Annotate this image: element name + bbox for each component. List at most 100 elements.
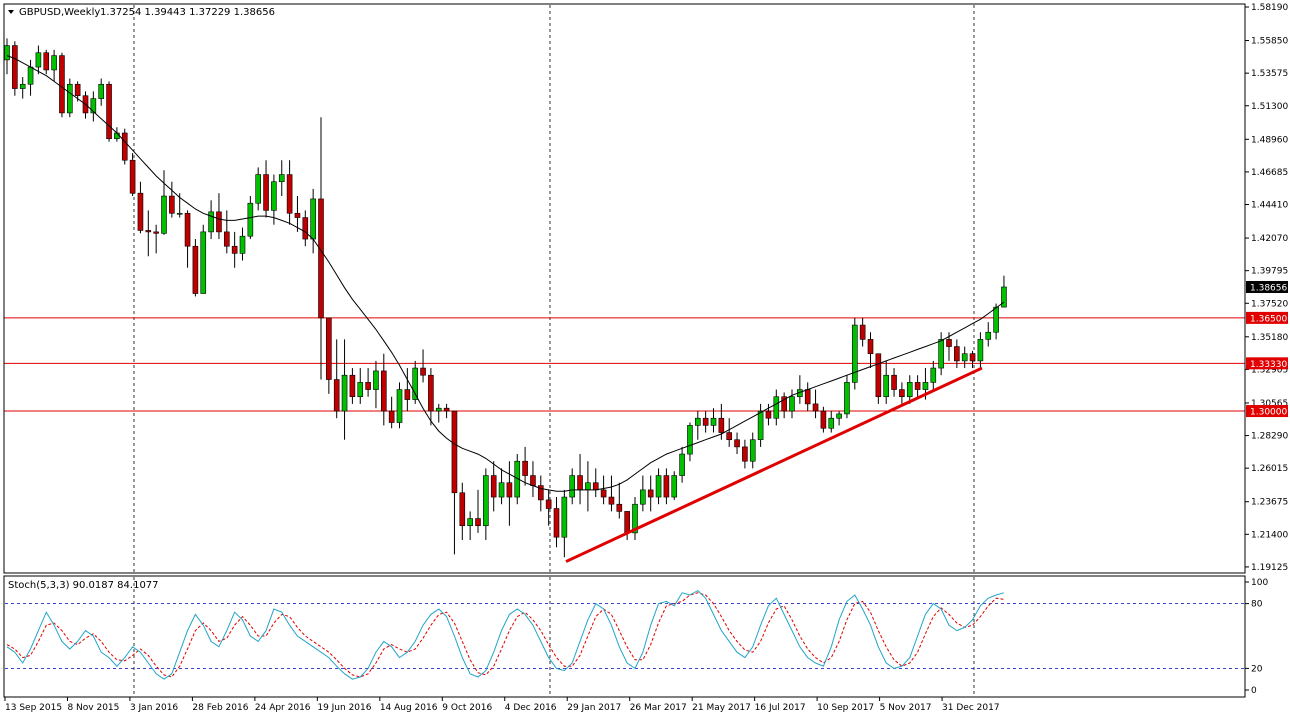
price-axis: 1.58190 1.55850 1.53575 1.51300 1.48960 1.466… — [1245, 3, 1288, 573]
candle-body — [632, 503, 638, 534]
level-tag-label: 1.36500 — [1250, 314, 1287, 324]
candle-body — [192, 245, 199, 294]
candle-body — [553, 508, 560, 538]
candle-body — [333, 379, 340, 412]
candle-body — [702, 417, 709, 426]
date-tick-label: 26 Mar 2017 — [630, 703, 687, 713]
candle-body — [365, 382, 371, 390]
candle-body — [938, 339, 944, 369]
candle-body — [12, 45, 18, 89]
current-price-label: 1.38656 — [1250, 283, 1287, 293]
level-tag-label: 1.30000 — [1250, 408, 1287, 418]
candle-body — [545, 499, 552, 509]
symbol-label: GBPUSD,Weekly — [19, 7, 100, 18]
candle-body — [914, 382, 921, 390]
candle-body — [255, 174, 261, 204]
candle-body — [891, 374, 897, 390]
price-tick-label: 1.58190 — [1251, 3, 1288, 13]
candle-body — [224, 231, 230, 247]
candle-body — [781, 396, 787, 412]
stoch-label: Stoch(5,3,3) 90.0187 84.1077 — [8, 580, 159, 591]
level-tag — [1246, 357, 1288, 370]
candle-body — [388, 410, 395, 423]
candle-body — [121, 132, 128, 161]
date-tick-label: 8 Nov 2015 — [67, 703, 119, 713]
date-tick-label: 21 May 2017 — [692, 703, 751, 713]
candle-body — [153, 231, 159, 234]
price-tick-label: 1.35180 — [1251, 333, 1288, 343]
candle-body — [443, 407, 450, 412]
stoch-tick-label: 0 — [1251, 686, 1257, 696]
current-price-tag — [1246, 280, 1288, 293]
candle-body — [404, 389, 411, 400]
candle-body — [569, 475, 576, 498]
price-tick-label: 1.39795 — [1251, 267, 1288, 277]
candle-body — [749, 439, 756, 462]
date-tick-label: 28 Feb 2016 — [192, 703, 248, 713]
candle-body — [875, 353, 882, 398]
price-tick-label: 1.48960 — [1251, 135, 1288, 145]
candle-body — [514, 460, 521, 498]
candle-body — [459, 492, 466, 527]
stoch-main-line — [6, 589, 1005, 680]
price-tick-label: 1.53575 — [1251, 69, 1288, 79]
price-tags: 1.36500 1.33330 1.30000 1.38656 — [1246, 280, 1288, 418]
candle-body — [655, 475, 662, 498]
price-tick-label: 1.30565 — [1251, 399, 1288, 409]
candle-body — [969, 353, 976, 362]
candle-body — [561, 496, 568, 538]
date-tick-label: 13 Sep 2015 — [5, 703, 62, 713]
chart-header: GBPUSD,Weekly 1.37254 1.39443 1.37229 1.… — [8, 7, 275, 18]
price-tick-label: 1.42070 — [1251, 234, 1288, 244]
candle-body — [820, 410, 827, 429]
level-tag — [1246, 311, 1288, 324]
date-tick-label: 10 Sep 2017 — [817, 703, 874, 713]
candle-body — [208, 211, 214, 233]
candle-body — [946, 339, 952, 347]
horizontal-levels — [4, 317, 1245, 412]
candle-body — [302, 217, 309, 240]
price-tick-label: 1.55850 — [1251, 37, 1288, 47]
candle-body — [710, 417, 717, 426]
date-tick-label: 24 Apr 2016 — [255, 703, 311, 713]
date-tick-label: 19 Jun 2016 — [317, 703, 371, 713]
price-tick-label: 1.46685 — [1251, 168, 1288, 178]
candle-body — [773, 396, 780, 419]
candle-body — [341, 374, 348, 412]
date-tick-label: 9 Oct 2016 — [442, 703, 492, 713]
candle-body — [647, 489, 654, 498]
candle-body — [216, 211, 222, 233]
candle-body — [137, 192, 144, 231]
candle-body — [993, 306, 999, 333]
stoch-signal-line — [6, 592, 1004, 678]
candle-body — [742, 446, 748, 462]
candle-body — [435, 407, 442, 412]
candle-body — [537, 485, 544, 501]
moving-average-line — [6, 55, 1005, 492]
candle-body — [490, 475, 497, 498]
candle-body — [867, 339, 874, 355]
candle-body — [961, 353, 968, 362]
candle-body — [828, 417, 835, 429]
candle-body — [67, 83, 73, 114]
date-tick-label: 5 Nov 2017 — [880, 703, 932, 713]
candle-body — [467, 518, 473, 527]
candle-body — [930, 367, 937, 383]
candle-body — [600, 489, 607, 498]
level-tag — [1246, 405, 1288, 418]
candle-body — [530, 475, 536, 486]
candle-body — [35, 52, 42, 68]
stoch-tick-label: 20 — [1251, 664, 1263, 674]
candle-body — [349, 374, 356, 398]
candle-body — [899, 389, 905, 398]
candle-body — [231, 245, 238, 254]
candle-body — [585, 482, 591, 491]
candle-body — [718, 417, 725, 433]
candle-body — [176, 212, 183, 215]
candle-body — [396, 389, 403, 423]
candlestick-series — [4, 38, 1007, 558]
candle-body — [522, 460, 528, 476]
dropdown-triangle-icon[interactable] — [8, 10, 14, 14]
date-tick-label: 4 Dec 2016 — [505, 703, 557, 713]
